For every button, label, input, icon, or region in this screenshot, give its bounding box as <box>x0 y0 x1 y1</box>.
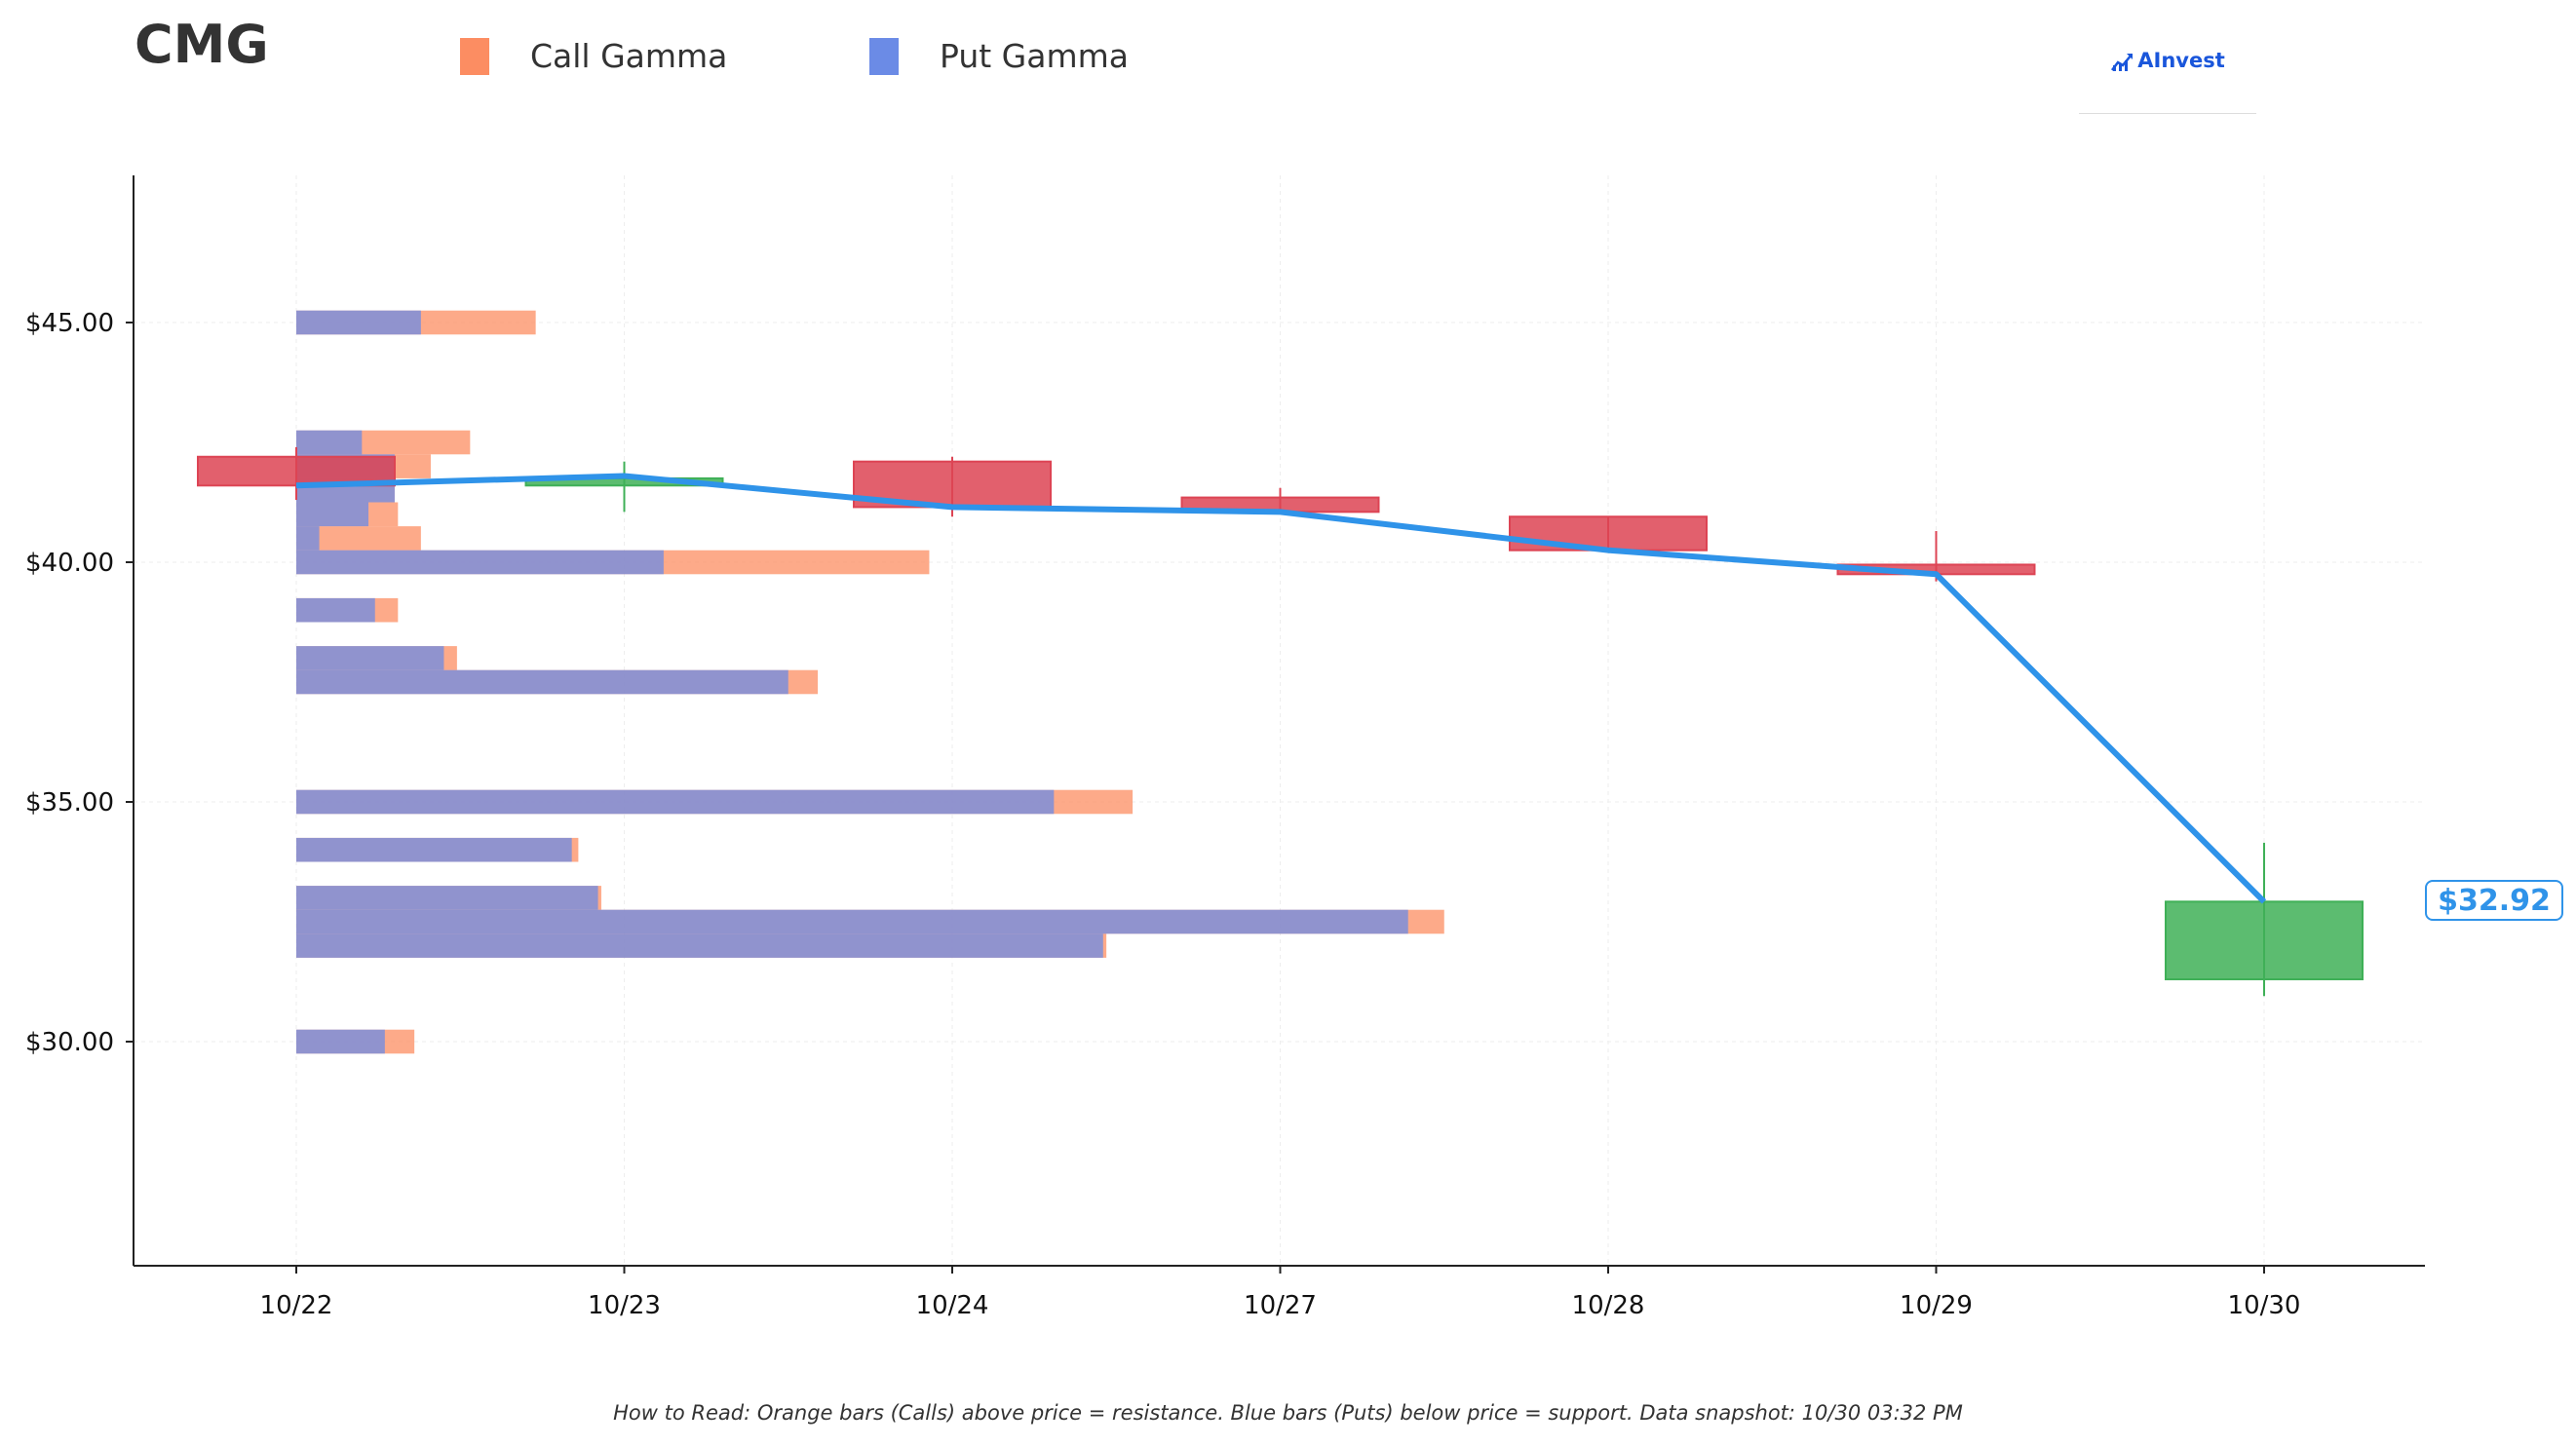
x-tick-label: 10/28 <box>1572 1291 1645 1320</box>
put-gamma-bar <box>296 933 1103 958</box>
y-tick-label: $35.00 <box>25 788 114 818</box>
put-gamma-bar <box>296 1029 385 1054</box>
put-gamma-bar <box>296 886 598 910</box>
put-gamma-bar <box>296 646 444 670</box>
x-tick-label: 10/27 <box>1244 1291 1317 1320</box>
put-gamma-bar <box>296 550 664 575</box>
close-price-line-group <box>295 473 2267 904</box>
legend-item-puts[interactable]: Put Gamma <box>869 37 1129 75</box>
rising-bars-logo-icon <box>2111 54 2134 71</box>
x-tick-label: 10/24 <box>916 1291 989 1320</box>
legend-swatch-calls <box>460 37 489 75</box>
put-gamma-bar <box>296 597 375 623</box>
x-tick-label: 10/23 <box>588 1291 661 1320</box>
y-tick-label: $45.00 <box>25 309 114 338</box>
grid-lines <box>134 175 2425 1266</box>
close-price-line <box>295 473 2267 904</box>
gamma-candlestick-chart: $30.00 $35.00 $40.00 $45.00 10/22 10/23 10/24 1… <box>25 175 2425 1320</box>
x-tick-label: 10/29 <box>1900 1291 1973 1320</box>
legend-label-calls: Call Gamma <box>530 37 728 75</box>
chart-title: CMG <box>135 14 269 75</box>
legend-label-puts: Put Gamma <box>940 37 1129 75</box>
legend-swatch-puts <box>869 37 899 75</box>
put-gamma-bar <box>296 526 320 551</box>
axes: $30.00 $35.00 $40.00 $45.00 10/22 10/23 10/24 1… <box>25 175 2425 1320</box>
gamma-bars <box>296 310 1444 1054</box>
x-tick-label: 10/30 <box>2228 1291 2301 1320</box>
put-gamma-bar <box>296 430 363 455</box>
put-gamma-bar <box>296 310 421 335</box>
ainvest-logo[interactable]: AInvest <box>2079 49 2256 114</box>
put-gamma-bar <box>296 502 369 527</box>
put-gamma-bar <box>296 669 788 695</box>
y-tick-label: $30.00 <box>25 1028 114 1057</box>
candle-body <box>2165 900 2364 981</box>
logo-text: AInvest <box>2137 49 2225 72</box>
put-gamma-bar <box>296 789 1055 815</box>
x-tick-label: 10/22 <box>260 1291 333 1320</box>
legend-item-calls[interactable]: Call Gamma <box>460 37 727 75</box>
put-gamma-bar <box>296 837 572 862</box>
put-gamma-bar <box>296 909 1408 934</box>
current-price-badge: $32.92 <box>2425 880 2563 921</box>
how-to-read-note: How to Read: Orange bars (Calls) above p… <box>613 1401 1963 1425</box>
candle-body <box>1509 515 1708 552</box>
y-tick-label: $40.00 <box>25 549 114 578</box>
